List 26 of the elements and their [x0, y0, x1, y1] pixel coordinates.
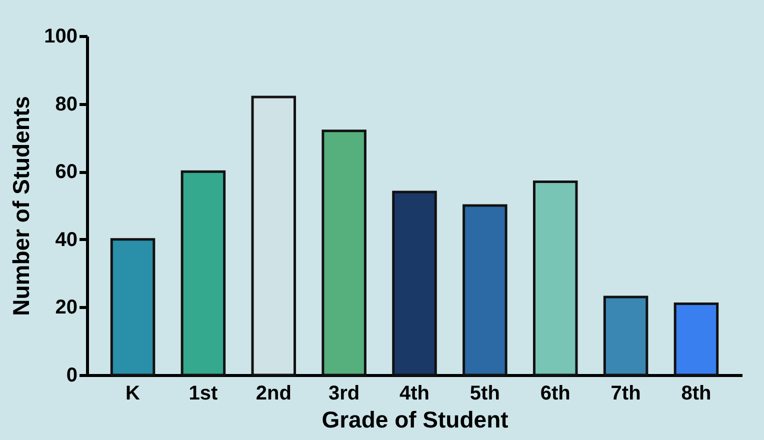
bar	[322, 130, 366, 376]
x-tick-label: 5th	[470, 382, 500, 404]
x-tick-label: K	[126, 382, 141, 404]
y-axis-title: Number of Students	[8, 96, 34, 316]
bar	[251, 96, 296, 376]
x-tick-label: 1st	[188, 382, 218, 404]
y-tick-label: 80	[55, 93, 78, 116]
bar	[603, 296, 648, 376]
x-tick-label: 4th	[400, 382, 430, 404]
y-tick-label: 20	[55, 296, 78, 319]
bar	[532, 180, 578, 376]
x-tick-label: 8th	[681, 382, 712, 404]
x-axis-title: Grade of Student	[322, 406, 509, 432]
x-tick-label: 7th	[610, 382, 641, 404]
y-tick-label: 100	[44, 26, 78, 48]
x-tick-label: 2nd	[256, 382, 292, 404]
y-tick-label: 0	[66, 364, 78, 386]
x-tick-label: 3rd	[328, 382, 360, 404]
bar	[110, 238, 156, 376]
bar	[462, 204, 508, 376]
bar	[180, 170, 226, 376]
y-tick-label: 60	[55, 161, 78, 184]
bar	[392, 190, 437, 376]
x-tick-label: 6th	[540, 382, 570, 404]
bar	[674, 302, 719, 376]
y-tick-label: 40	[55, 228, 78, 251]
